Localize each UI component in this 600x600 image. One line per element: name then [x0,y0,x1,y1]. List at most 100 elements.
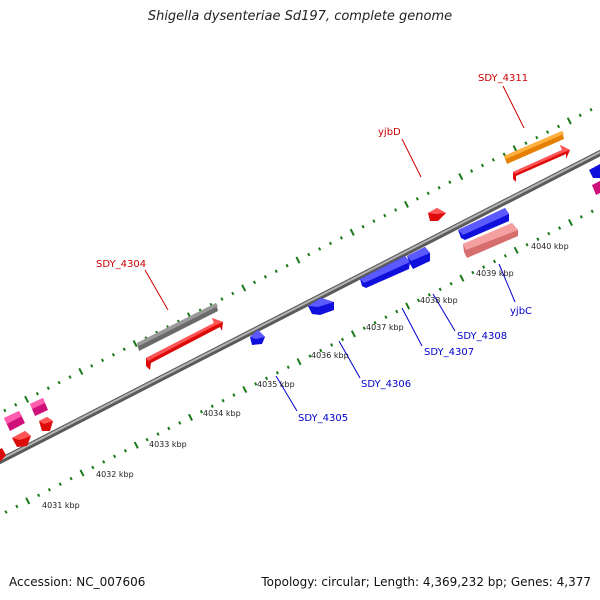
minor-tick [232,393,236,397]
minor-tick [308,354,312,358]
gene-label-sdy4306[interactable]: SDY_4306 [361,379,411,390]
gene-feature-sdy4308[interactable] [407,247,430,269]
gene-feature-red-5[interactable] [0,448,6,461]
minor-tick [546,130,550,134]
minor-tick [69,476,73,481]
scale-label: 4036 kbp [311,351,349,360]
gene-feature-red-1[interactable] [146,318,223,370]
callout-lines [144,85,525,412]
minor-tick [339,236,343,240]
major-tick [566,117,572,125]
major-tick [568,218,573,227]
minor-tick [427,293,431,297]
major-tick [295,256,301,264]
gene-label-sdy4307[interactable]: SDY_4307 [424,347,474,358]
minor-tick [383,213,387,218]
minor-tick [47,487,51,492]
minor-tick [199,409,203,414]
major-tick [79,469,85,477]
gene-feature-pink-3[interactable] [592,181,600,195]
minor-tick [578,113,582,118]
major-tick [25,497,31,505]
gene-label-sdy4305[interactable]: SDY_4305 [298,413,348,424]
accession-text: Accession: NC_007606 [9,575,146,589]
minor-tick [111,352,115,357]
minor-tick [524,141,528,145]
gene-feature-blue-5[interactable] [458,208,509,240]
major-tick [513,246,519,254]
minor-tick [14,403,18,407]
major-tick [458,173,464,181]
genome-summary-text: Topology: circular; Length: 4,369,232 bp… [261,575,591,589]
gene-label-yjbc[interactable]: yjbC [510,306,532,317]
major-tick [132,340,138,348]
minor-tick [361,224,365,229]
minor-tick [372,219,376,223]
minor-tick [3,408,7,413]
minor-tick [286,365,290,370]
gene-label-sdy4308[interactable]: SDY_4308 [457,331,507,342]
minor-tick [167,426,171,431]
gene-feature-sdy4304[interactable] [137,303,218,351]
major-tick [188,413,193,421]
minor-tick [373,320,377,325]
minor-tick [556,124,561,129]
minor-tick [535,135,539,140]
minor-tick [589,107,593,112]
gene-feature-sdy4311[interactable] [504,131,564,164]
minor-tick [263,275,267,279]
gene-feature-yjbd[interactable] [428,208,446,221]
gene-feature-sdy4305[interactable] [250,330,265,345]
gene-feature-sdy4306[interactable] [308,298,334,315]
major-tick [78,367,84,376]
minor-tick [307,252,311,257]
minor-tick [525,242,529,247]
minor-tick [340,337,345,342]
scale-label: 4033 kbp [149,440,187,449]
major-tick [242,385,248,394]
major-tick [296,358,302,366]
minor-tick [275,371,279,375]
major-tick [405,302,411,310]
minor-tick [90,364,94,368]
minor-tick [254,382,258,386]
gene-feature-sdy4307[interactable] [360,256,410,288]
scale-label: 4034 kbp [203,409,241,418]
minor-tick [470,169,474,173]
minor-tick [68,375,72,379]
minor-tick [437,185,441,190]
minor-tick [102,460,106,464]
minor-tick [480,163,485,168]
gene-feature-pink-2[interactable] [30,398,48,416]
minor-tick [123,448,127,453]
page-title: Shigella dysenteriae Sd197, complete gen… [147,9,453,24]
minor-tick [91,465,95,470]
minor-tick [416,298,421,303]
minor-tick [252,280,257,285]
gene-label-sdy4311[interactable]: SDY_4311 [478,73,528,84]
gene-feature-yjbc[interactable] [463,223,518,258]
gene-label-yjbd[interactable]: yjbD [378,127,401,138]
scale-label: 4039 kbp [476,269,514,278]
gene-feature-red-4[interactable] [39,417,53,431]
minor-tick [221,398,225,403]
minor-tick [492,259,497,264]
minor-tick [449,281,453,286]
minor-tick [264,376,269,381]
major-tick [349,228,355,236]
gene-label-sdy4304[interactable]: SDY_4304 [96,259,146,270]
minor-tick [156,432,160,436]
minor-tick [318,247,322,251]
gene-labels: SDY_4311 yjbD SDY_4304 SDY_4305 SDY_4306… [96,73,532,424]
gene-feature-pink-1[interactable] [4,411,25,431]
scale-label: 4032 kbp [96,470,134,479]
major-tick [459,274,465,282]
gene-feature-red-3[interactable] [12,431,31,447]
minor-tick [15,504,19,509]
minor-tick [100,358,105,363]
gene-feature-blue-6[interactable] [589,164,600,178]
minor-tick [210,404,214,408]
minor-tick [384,315,388,319]
gene-feature-red-2[interactable] [513,145,570,182]
